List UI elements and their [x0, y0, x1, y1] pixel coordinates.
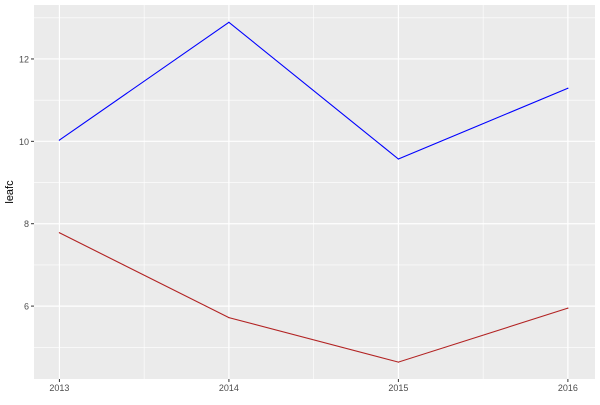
- x-axis: 2013 2014 2015 2016: [49, 379, 578, 393]
- series-line-2: [59, 232, 569, 363]
- x-tick-label: 2014: [219, 383, 239, 393]
- y-tick-label: 6: [24, 302, 29, 312]
- x-tick-label: 2013: [49, 383, 69, 393]
- data-point: [228, 21, 230, 23]
- gridlines: [34, 5, 595, 379]
- y-tick-label: 8: [24, 219, 29, 229]
- x-tick-label: 2016: [558, 383, 578, 393]
- data-point: [567, 87, 569, 89]
- panel-background: [34, 5, 595, 379]
- y-axis: 6 8 10 12: [19, 54, 34, 312]
- data-point: [58, 139, 61, 141]
- y-axis-label: leafc: [4, 180, 16, 204]
- y-tick-label: 12: [19, 54, 29, 64]
- data-point: [228, 317, 230, 319]
- y-tick-label: 10: [19, 137, 29, 147]
- series-line-1: [59, 21, 569, 160]
- data-point: [397, 158, 399, 160]
- data-point: [567, 307, 569, 309]
- data-point: [58, 232, 61, 234]
- series-lines: [58, 21, 569, 363]
- x-tick-label: 2015: [388, 383, 408, 393]
- data-point: [397, 361, 399, 363]
